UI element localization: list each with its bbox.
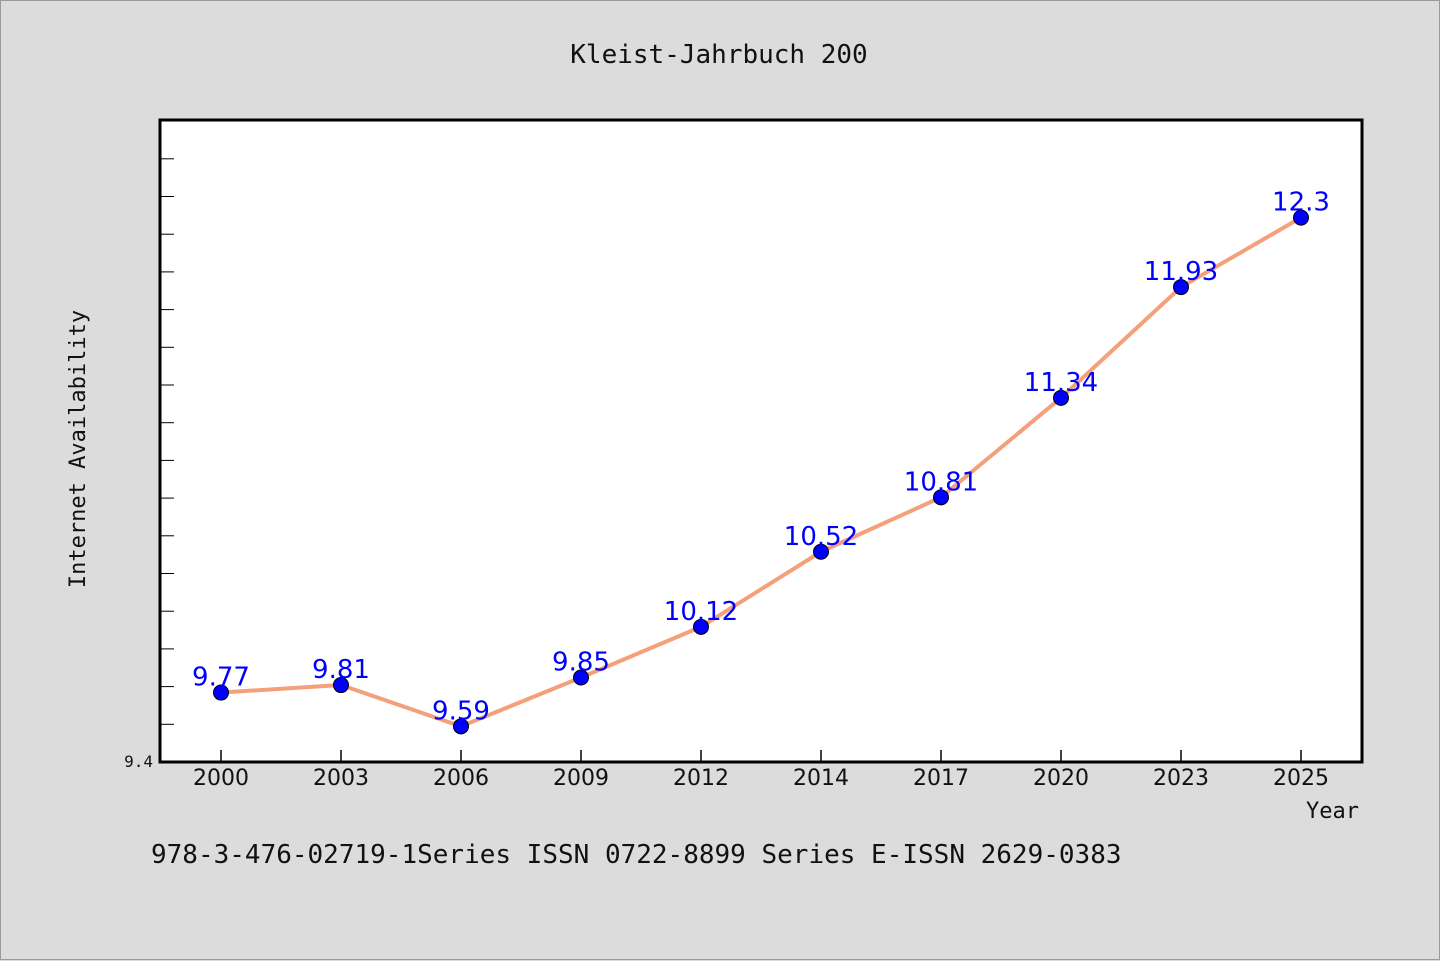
data-point: [333, 677, 349, 694]
x-axis-label: Year: [1306, 799, 1359, 824]
x-tick-label: 2023: [1153, 766, 1209, 791]
data-label: 9.77: [192, 663, 250, 693]
x-axis-ticks: 2000 2003 2006 2009 2012 2014 2017 2020 2023 2025: [193, 750, 1329, 791]
data-label: 9.59: [432, 696, 490, 726]
y-tick-label: 9.4: [124, 752, 153, 771]
data-markers: [213, 209, 1309, 735]
x-tick-label: 2003: [313, 766, 369, 791]
data-label: 10.52: [784, 522, 858, 552]
data-labels: 9.77 9.81 9.59 9.85 10.12 10.52 10.81 11.34 11.9…: [192, 188, 1330, 727]
data-point: [1053, 389, 1069, 406]
data-label: 12.3: [1272, 188, 1330, 218]
x-tick-label: 2020: [1033, 766, 1089, 791]
data-label: 11.93: [1144, 257, 1218, 287]
data-point: [213, 684, 229, 701]
data-point: [813, 543, 829, 560]
data-label: 11.34: [1024, 368, 1098, 398]
x-tick-label: 2025: [1273, 766, 1329, 791]
chart-title: Kleist-Jahrbuch 200: [570, 40, 867, 70]
y-axis-label: Internet Availability: [66, 310, 91, 588]
data-point: [573, 669, 589, 686]
x-tick-label: 2000: [193, 766, 249, 791]
x-tick-label: 2017: [913, 766, 969, 791]
footer-text: 978-3-476-02719-1Series ISSN 0722-8899 S…: [151, 840, 1122, 870]
data-label: 9.81: [312, 655, 370, 685]
data-point: [693, 618, 709, 635]
x-tick-label: 2006: [433, 766, 489, 791]
data-point: [933, 489, 949, 506]
data-point: [1173, 279, 1189, 296]
data-point: [453, 718, 469, 735]
x-tick-label: 2014: [793, 766, 849, 791]
x-tick-label: 2012: [673, 766, 729, 791]
data-label: 9.85: [552, 648, 610, 678]
x-tick-label: 2009: [553, 766, 609, 791]
data-label: 10.12: [664, 597, 738, 627]
series-line: [220, 215, 1303, 729]
plot-area: [158, 118, 1364, 764]
y-axis-ticks: [160, 158, 174, 725]
data-label: 10.81: [904, 467, 978, 497]
data-point: [1293, 209, 1309, 226]
